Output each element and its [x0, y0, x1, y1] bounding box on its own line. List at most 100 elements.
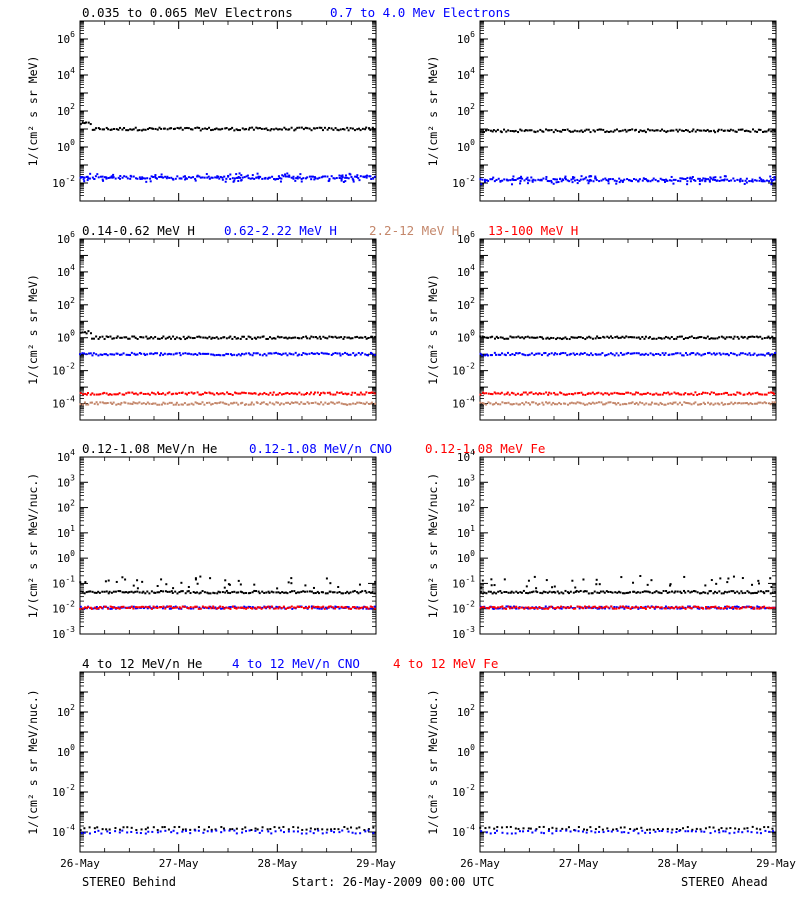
- data-point: [185, 126, 188, 129]
- data-point: [503, 591, 506, 594]
- data-point: [93, 827, 96, 830]
- data-point: [505, 337, 508, 340]
- data-point: [736, 590, 739, 593]
- data-point: [554, 591, 557, 594]
- data-point: [740, 402, 743, 405]
- data-point: [527, 579, 530, 582]
- data-point: [304, 352, 307, 355]
- data-point: [605, 354, 608, 357]
- data-point: [186, 590, 189, 593]
- data-point: [336, 391, 339, 394]
- data-point: [300, 337, 303, 340]
- data-point: [323, 607, 326, 610]
- data-point: [756, 605, 759, 608]
- data-point: [290, 337, 293, 340]
- data-point: [517, 335, 520, 338]
- data-point: [530, 176, 533, 179]
- data-point: [644, 177, 647, 180]
- data-point: [598, 830, 601, 833]
- data-point: [192, 607, 195, 610]
- data-point: [597, 391, 600, 394]
- data-point: [293, 129, 296, 132]
- data-point: [237, 392, 240, 395]
- data-point: [158, 591, 161, 594]
- data-point: [187, 127, 190, 130]
- data-point: [144, 606, 147, 609]
- data-point: [690, 830, 693, 833]
- data-point: [548, 590, 551, 593]
- data-point: [190, 402, 193, 405]
- data-point: [677, 606, 680, 609]
- data-point: [552, 401, 555, 404]
- data-point: [127, 391, 130, 394]
- data-point: [714, 337, 717, 340]
- data-point: [128, 591, 131, 594]
- data-point: [491, 592, 494, 595]
- data-point: [579, 352, 582, 355]
- data-point: [248, 126, 251, 129]
- data-point: [515, 590, 518, 593]
- data-point: [622, 179, 625, 182]
- data-point: [233, 129, 236, 132]
- data-point: [225, 177, 228, 180]
- data-point: [621, 129, 624, 132]
- data-point: [373, 392, 376, 395]
- data-point: [203, 352, 206, 355]
- footer-left-label: STEREO Behind: [82, 875, 176, 889]
- data-point: [641, 335, 644, 338]
- data-point: [505, 392, 508, 395]
- data-point: [237, 175, 240, 178]
- data-point: [237, 403, 240, 406]
- y-tick-label: 102: [457, 703, 475, 719]
- data-point: [611, 591, 614, 594]
- data-point: [560, 392, 563, 395]
- data-point: [512, 591, 515, 594]
- data-point: [572, 393, 575, 396]
- y-tick-label: 10-3: [452, 625, 475, 641]
- data-point: [706, 335, 709, 338]
- data-point: [136, 590, 139, 593]
- data-point: [144, 177, 147, 180]
- data-point: [252, 403, 255, 406]
- data-point: [354, 607, 357, 610]
- data-point: [733, 831, 736, 834]
- data-point: [347, 129, 350, 132]
- data-point: [722, 352, 725, 355]
- data-point: [532, 178, 535, 181]
- data-point: [574, 829, 577, 832]
- data-point: [603, 591, 606, 594]
- data-point: [239, 402, 242, 405]
- data-point: [373, 175, 376, 178]
- data-point: [328, 335, 331, 338]
- data-point: [732, 129, 735, 132]
- data-point: [643, 129, 646, 132]
- data-point: [535, 828, 538, 831]
- data-point: [593, 605, 596, 608]
- data-point: [223, 393, 226, 396]
- data-point: [201, 605, 204, 608]
- data-point: [681, 354, 684, 357]
- data-point: [303, 590, 306, 593]
- data-point: [607, 606, 610, 609]
- data-point: [273, 607, 276, 610]
- data-point: [671, 590, 674, 593]
- data-point: [369, 391, 372, 394]
- data-point: [512, 402, 515, 405]
- data-point: [574, 607, 577, 610]
- data-point: [663, 607, 666, 610]
- data-point: [541, 130, 544, 133]
- data-point: [192, 392, 195, 395]
- data-point: [581, 336, 584, 339]
- data-point: [511, 336, 514, 339]
- data-point: [117, 590, 120, 593]
- data-point: [132, 175, 135, 178]
- data-point: [255, 176, 258, 179]
- data-point: [258, 592, 261, 595]
- data-point: [115, 352, 118, 355]
- series-0: [479, 128, 777, 134]
- data-point: [321, 828, 324, 831]
- data-point: [240, 179, 243, 182]
- data-point: [694, 830, 697, 833]
- data-point: [657, 403, 660, 406]
- data-point: [664, 403, 667, 406]
